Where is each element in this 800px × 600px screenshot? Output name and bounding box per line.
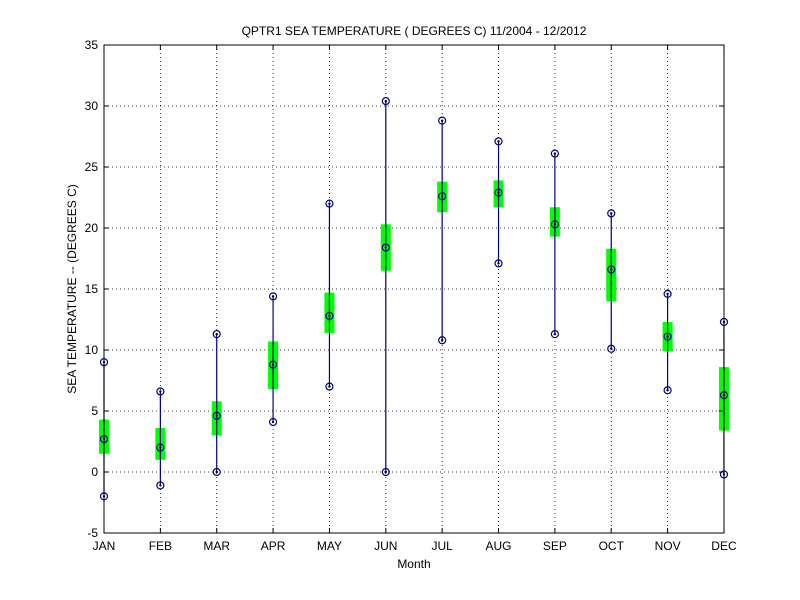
y-tick-label: -5 — [87, 526, 98, 540]
mean-marker — [494, 188, 503, 197]
x-tick-label: JUL — [431, 539, 453, 553]
max-marker-dot — [384, 99, 387, 103]
mean-marker — [268, 360, 278, 369]
min-marker-dot — [384, 470, 387, 474]
min-marker-dot — [497, 262, 500, 265]
max-marker — [212, 330, 221, 339]
mean-marker-dot — [497, 191, 500, 194]
x-tick-label: OCT — [599, 539, 625, 553]
y-tick-label: 15 — [85, 282, 99, 296]
min-marker-dot — [328, 385, 331, 388]
x-axis-label: Month — [397, 557, 430, 571]
x-tick-label: JUN — [374, 539, 397, 553]
x-tick-label: MAY — [317, 539, 342, 553]
mean-marker-dot — [271, 363, 275, 366]
mean-marker — [438, 192, 447, 201]
axis-ticks: -5 0 5 10 15 20 25 30 35 JAN FEB MAR APR MAY JUN JUL AUG… — [85, 38, 737, 553]
min-marker-dot — [440, 339, 444, 342]
mean-marker — [607, 265, 616, 274]
max-marker-dot — [215, 332, 218, 336]
mean-marker-dot — [440, 195, 444, 198]
x-tick-label: JAN — [93, 539, 116, 553]
x-tick-label: SEP — [543, 539, 567, 553]
min-marker-dot — [271, 420, 275, 424]
mean-marker-dot — [610, 268, 613, 271]
min-marker-dot — [553, 332, 557, 336]
mean-marker-dot — [215, 414, 218, 418]
mean-marker-dot — [384, 246, 387, 249]
min-marker — [550, 330, 559, 339]
max-marker-dot — [610, 212, 613, 215]
x-tick-label: FEB — [149, 539, 172, 553]
max-marker-dot — [271, 295, 275, 298]
mean-marker-dot — [159, 446, 162, 449]
min-marker — [268, 417, 278, 427]
min-marker — [381, 467, 390, 477]
y-tick-label: 5 — [91, 404, 98, 418]
x-tick-label: AUG — [486, 539, 512, 553]
chart-title: QPTR1 SEA TEMPERATURE ( DEGREES C) 11/20… — [242, 24, 587, 38]
min-marker-dot — [215, 470, 218, 474]
min-marker — [438, 336, 447, 345]
max-marker — [550, 149, 559, 158]
max-marker-dot — [440, 119, 444, 122]
x-tick-label: MAR — [203, 539, 230, 553]
mean-marker-dot — [328, 314, 331, 318]
min-marker — [494, 259, 503, 268]
x-tick-label: APR — [261, 539, 286, 553]
max-marker-dot — [159, 390, 162, 393]
min-marker-dot — [610, 347, 613, 350]
mean-marker-dot — [553, 223, 557, 226]
min-marker-dot — [666, 389, 669, 392]
y-tick-label: 35 — [85, 38, 99, 52]
grid-lines — [104, 45, 724, 533]
mean-marker — [325, 311, 334, 320]
max-marker-dot — [497, 140, 500, 143]
y-axis-label: SEA TEMPERATURE -- (DEGREES C) — [65, 184, 79, 394]
min-marker — [156, 481, 165, 490]
x-tick-label: DEC — [711, 539, 737, 553]
x-tick-label: NOV — [655, 539, 681, 553]
y-tick-label: 20 — [85, 221, 99, 235]
max-marker-dot — [328, 202, 331, 205]
max-marker — [381, 97, 390, 106]
max-marker-dot — [666, 292, 669, 296]
max-marker-dot — [553, 152, 557, 155]
mean-marker — [663, 332, 672, 341]
data-series — [99, 97, 729, 501]
y-tick-label: 0 — [91, 465, 98, 479]
max-marker — [438, 116, 447, 125]
mean-marker — [212, 411, 221, 420]
min-marker — [325, 382, 334, 391]
min-marker-dot — [159, 484, 162, 487]
y-tick-label: 30 — [85, 99, 99, 113]
y-tick-label: 25 — [85, 160, 99, 174]
mean-marker-dot — [666, 335, 669, 338]
mean-marker — [550, 220, 559, 229]
max-marker — [663, 289, 672, 298]
max-marker — [607, 209, 616, 218]
mean-marker — [381, 243, 390, 252]
y-tick-label: 10 — [85, 343, 99, 357]
max-marker — [268, 292, 278, 301]
min-marker — [663, 386, 672, 395]
mean-marker — [156, 443, 165, 452]
max-marker — [494, 137, 503, 146]
max-marker — [156, 387, 165, 396]
min-marker — [607, 344, 616, 353]
max-marker — [325, 199, 334, 208]
min-marker — [212, 467, 221, 477]
